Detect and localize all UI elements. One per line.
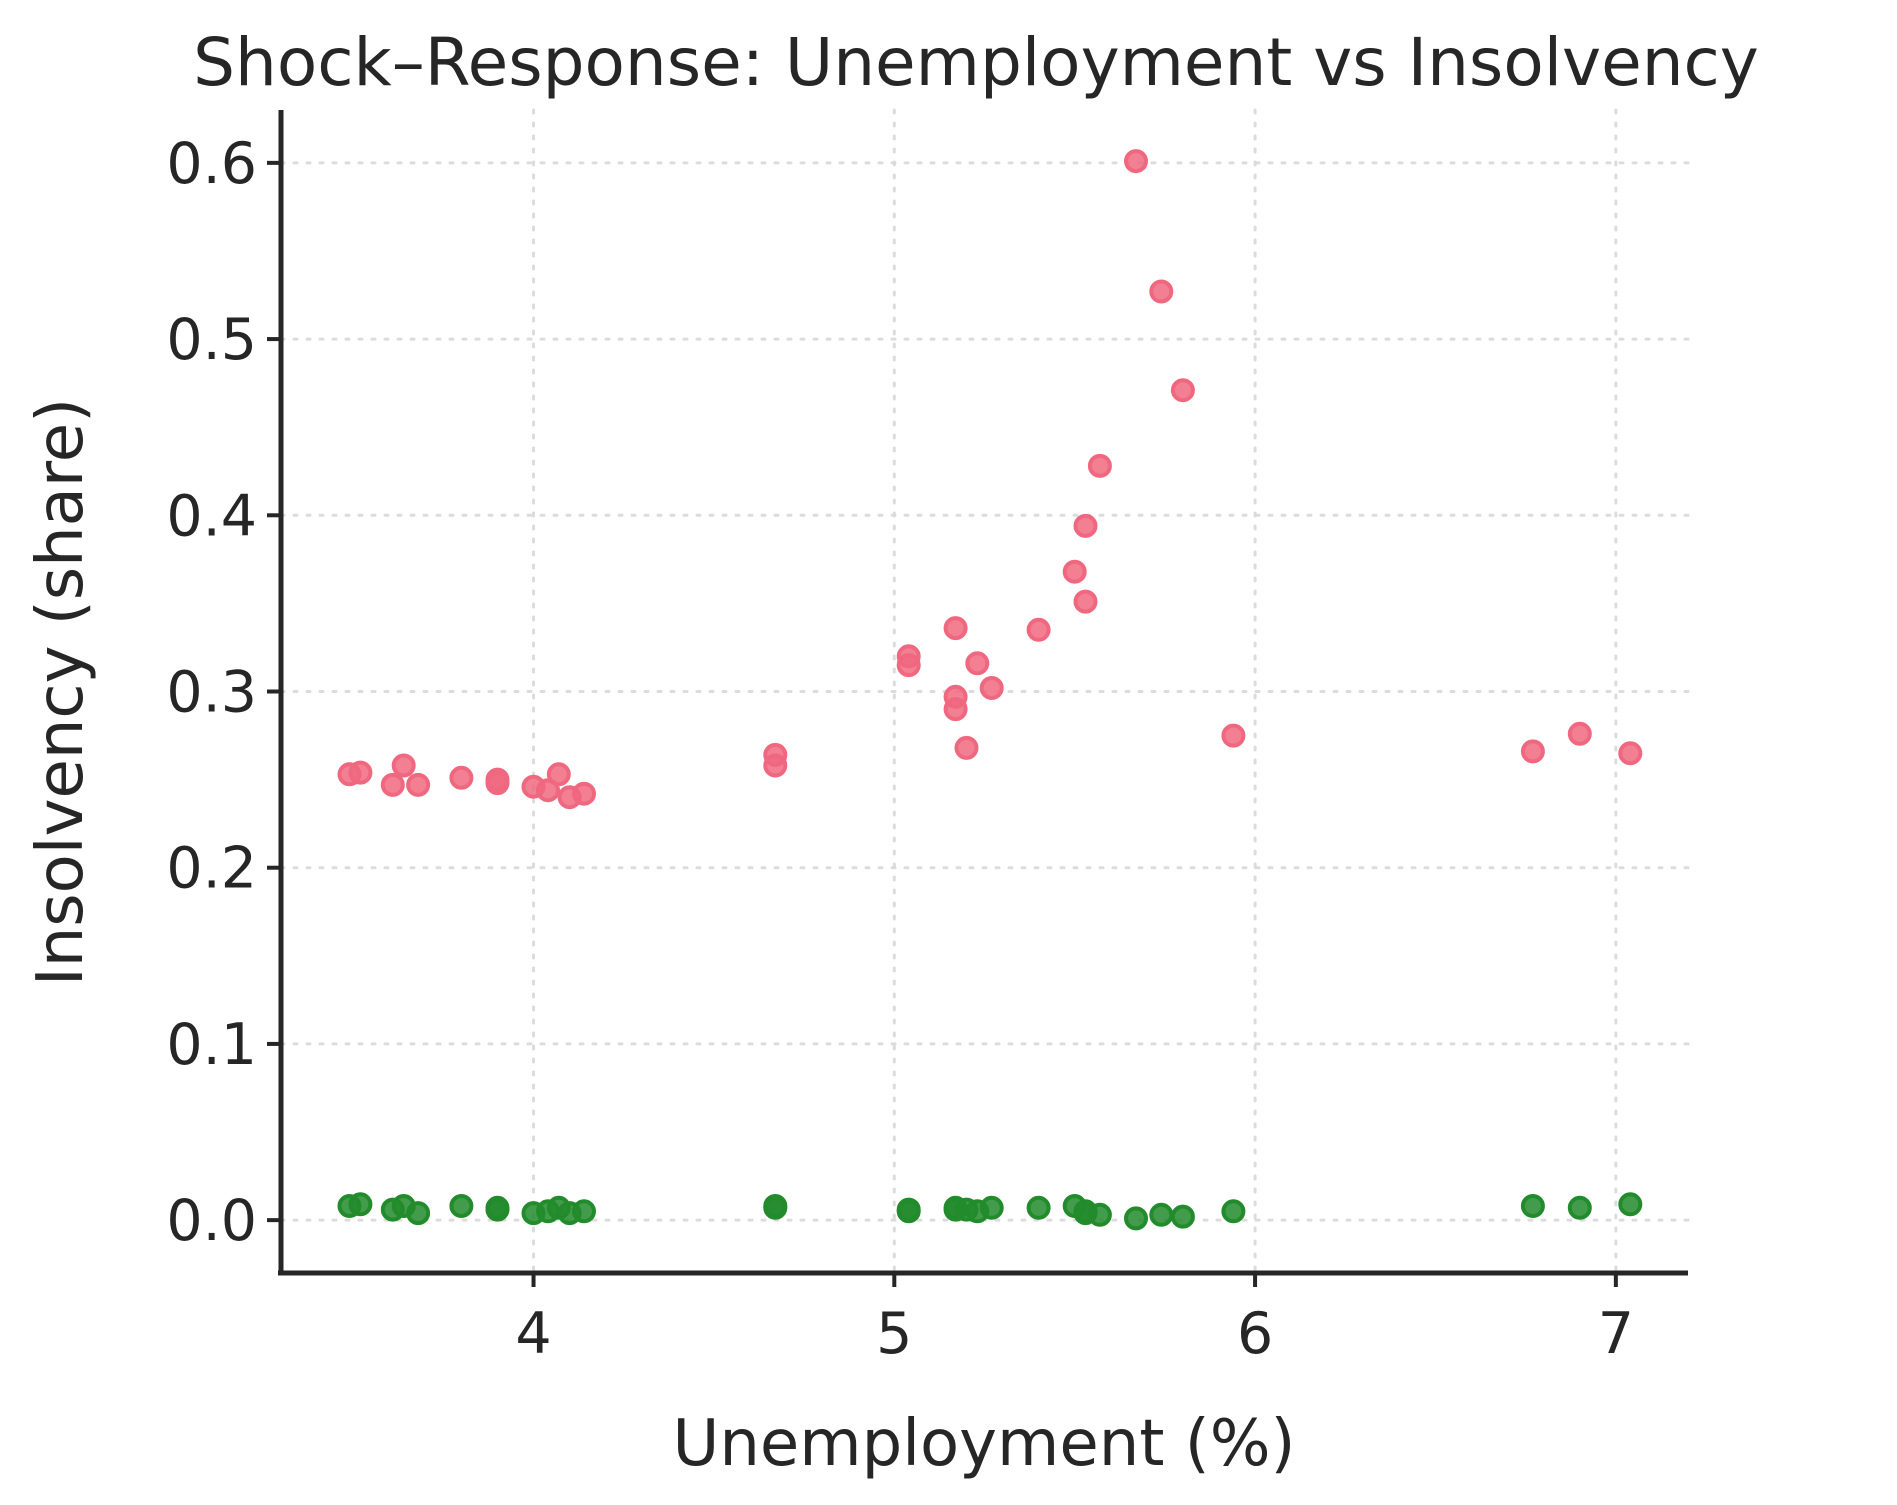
insolvency-point-red	[1073, 589, 1098, 614]
insolvency-point-green	[1087, 1202, 1112, 1227]
insolvency-point-red	[896, 653, 921, 678]
insolvency-point-green	[979, 1195, 1004, 1220]
x-axis-label: Unemployment (%)	[672, 1407, 1295, 1481]
tick-labels: 0.0 0.1 0.2 0.3 0.4 0.5 0.6 4 5 6 7	[166, 131, 1634, 1367]
insolvency-point-red	[391, 753, 416, 778]
insolvency-point-red	[406, 772, 431, 797]
y-tick-label: 0.5	[166, 307, 257, 373]
insolvency-point-red	[1618, 741, 1643, 766]
insolvency-point-red	[1087, 453, 1112, 478]
y-tick-label: 0.0	[166, 1188, 257, 1254]
insolvency-point-green	[406, 1201, 431, 1226]
insolvency-point-red	[546, 762, 571, 787]
insolvency-point-red	[1170, 378, 1195, 403]
insolvency-point-green	[1520, 1194, 1545, 1218]
insolvency-point-red	[1149, 279, 1174, 304]
insolvency-point-green	[1567, 1195, 1592, 1220]
insolvency-point-red	[1124, 149, 1148, 174]
insolvency-point-green	[449, 1194, 474, 1218]
insolvency-point-green	[763, 1195, 788, 1220]
insolvency-point-red	[965, 651, 990, 676]
x-tick-label: 6	[1237, 1301, 1273, 1367]
y-tick-label: 0.3	[166, 660, 257, 726]
insolvency-point-green	[896, 1199, 921, 1224]
y-tick-label: 0.4	[166, 483, 257, 549]
insolvency-point-red	[536, 778, 560, 803]
insolvency-point-red	[954, 735, 979, 760]
insolvency-point-green	[1149, 1202, 1174, 1227]
insolvency-point-red	[1026, 617, 1051, 642]
chart-title: Shock–Response: Unemployment vs Insolven…	[193, 24, 1759, 101]
insolvency-point-red	[1567, 721, 1592, 746]
grid-lines	[279, 108, 1690, 1275]
y-axis-label: Insolvency (share)	[24, 398, 98, 986]
insolvency-point-red	[1221, 723, 1246, 748]
data-points	[337, 149, 1643, 1231]
insolvency-point-green	[348, 1192, 373, 1217]
insolvency-point-green	[1124, 1206, 1148, 1231]
insolvency-point-green	[1618, 1192, 1643, 1217]
insolvency-point-red	[979, 676, 1004, 700]
x-tick-label: 5	[876, 1301, 912, 1367]
x-tick-label: 4	[515, 1301, 551, 1367]
insolvency-point-red	[380, 772, 405, 797]
insolvency-point-green	[1221, 1199, 1246, 1224]
insolvency-point-green	[1170, 1204, 1195, 1229]
insolvency-point-red	[348, 760, 373, 785]
insolvency-point-red	[1062, 559, 1087, 584]
insolvency-point-red	[943, 697, 968, 722]
insolvency-point-red	[943, 616, 968, 641]
insolvency-point-red	[485, 771, 510, 796]
insolvency-point-red	[1520, 739, 1545, 764]
y-tick-label: 0.2	[166, 836, 257, 902]
insolvency-point-green	[485, 1197, 510, 1222]
insolvency-point-red	[449, 765, 474, 790]
x-tick-label: 7	[1598, 1301, 1634, 1367]
y-tick-label: 0.1	[166, 1012, 257, 1078]
y-tick-label: 0.6	[166, 131, 257, 197]
insolvency-point-green	[572, 1199, 596, 1224]
insolvency-point-red	[572, 781, 596, 806]
insolvency-point-red	[763, 753, 788, 778]
insolvency-point-green	[1026, 1195, 1051, 1220]
insolvency-point-red	[1073, 513, 1098, 538]
